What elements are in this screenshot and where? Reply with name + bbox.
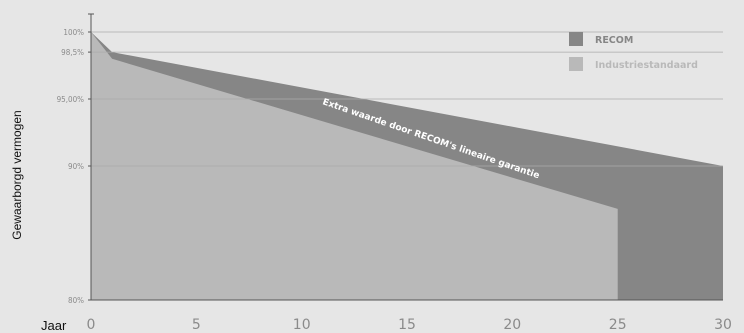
gridlines	[91, 31, 723, 167]
x-tick-label: 0	[87, 317, 96, 333]
y-tick-label: 95,00%	[57, 95, 85, 104]
legend-swatch-recom	[569, 32, 583, 46]
legend-label-recom: RECOM	[595, 35, 633, 46]
x-tick-label: 30	[714, 317, 732, 333]
legend-label-industriestandaard: Industriestandaard	[595, 60, 698, 71]
legend: RECOM Industriestandaard	[569, 32, 698, 71]
x-tick-labels: 0 5 10 15 20 25 30	[87, 317, 732, 333]
y-tick-labels: 100% 98,5% 95,00% 90% 80%	[57, 28, 91, 305]
x-tick-label: 20	[503, 317, 521, 333]
x-tick-label: 25	[609, 317, 627, 333]
axes	[88, 13, 723, 301]
y-tick-label: 80%	[68, 296, 84, 305]
y-tick-label: 90%	[68, 162, 84, 171]
x-tick-label: 15	[398, 317, 416, 333]
x-tick-label: 10	[293, 317, 311, 333]
y-axis-label: Gewaarborgd vermogen	[10, 110, 24, 239]
x-tick-label: 5	[192, 317, 201, 333]
y-tick-label: 100%	[63, 28, 84, 37]
legend-swatch-industriestandaard	[569, 57, 583, 71]
x-axis-label: Jaar	[41, 318, 67, 333]
y-tick-label: 98,5%	[61, 48, 84, 57]
